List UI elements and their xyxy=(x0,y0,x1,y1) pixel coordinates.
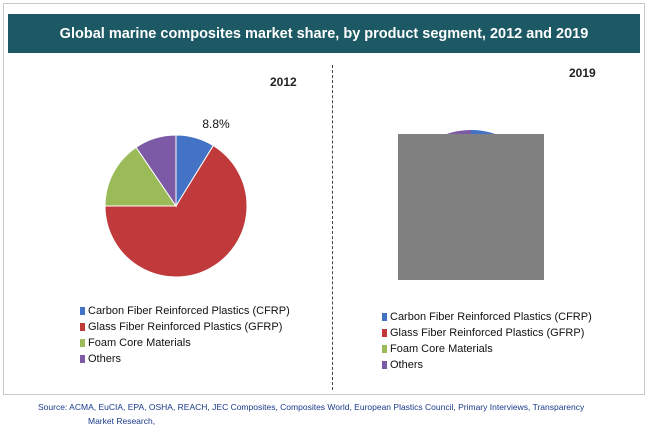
source-note: Source: ACMA, EuCIA, EPA, OSHA, REACH, J… xyxy=(38,400,638,428)
legend-2012: Carbon Fiber Reinforced Plastics (CFRP) G… xyxy=(80,303,290,367)
legend-label: Others xyxy=(390,359,424,371)
legend-swatch xyxy=(80,323,85,331)
legend-swatch xyxy=(382,329,387,337)
legend-label: Foam Core Materials xyxy=(390,343,493,355)
pie-slice-0-3 xyxy=(135,134,177,208)
pie-slice-0-1 xyxy=(104,144,248,278)
legend-item-2012-3: Others xyxy=(80,351,290,367)
title-bar: Global marine composites market share, b… xyxy=(8,14,640,53)
legend-label: Glass Fiber Reinforced Plastics (GFRP) xyxy=(390,327,585,339)
pie-slice-0-2 xyxy=(104,146,177,207)
legend-item-2019-0: Carbon Fiber Reinforced Plastics (CFRP) xyxy=(382,309,592,325)
chart-title: Global marine composites market share, b… xyxy=(59,25,589,42)
legend-2019: Carbon Fiber Reinforced Plastics (CFRP) G… xyxy=(382,309,592,373)
legend-swatch xyxy=(382,345,387,353)
legend-label: Carbon Fiber Reinforced Plastics (CFRP) xyxy=(88,305,290,317)
legend-label: Others xyxy=(88,353,122,365)
year-label-2019: 2019 xyxy=(569,66,596,80)
legend-swatch xyxy=(80,355,85,363)
panel-divider xyxy=(332,65,333,390)
legend-item-2012-1: Glass Fiber Reinforced Plastics (GFRP) xyxy=(80,319,290,335)
legend-swatch xyxy=(382,361,387,369)
legend-swatch xyxy=(80,307,85,315)
data-label-cfrp-2012: 8.8% xyxy=(202,117,230,131)
source-line-1: Source: ACMA, EuCIA, EPA, OSHA, REACH, J… xyxy=(38,402,585,412)
legend-item-2012-0: Carbon Fiber Reinforced Plastics (CFRP) xyxy=(80,303,290,319)
legend-item-2019-2: Foam Core Materials xyxy=(382,341,592,357)
year-label-2012: 2012 xyxy=(270,75,297,89)
legend-label: Carbon Fiber Reinforced Plastics (CFRP) xyxy=(390,311,592,323)
legend-swatch xyxy=(382,313,387,321)
legend-item-2019-3: Others xyxy=(382,357,592,373)
legend-label: Glass Fiber Reinforced Plastics (GFRP) xyxy=(88,321,283,333)
source-line-2: Market Research, xyxy=(88,416,156,426)
legend-item-2019-1: Glass Fiber Reinforced Plastics (GFRP) xyxy=(382,325,592,341)
legend-item-2012-2: Foam Core Materials xyxy=(80,335,290,351)
legend-swatch xyxy=(80,339,85,347)
legend-label: Foam Core Materials xyxy=(88,337,191,349)
obscuring-gray-box xyxy=(398,134,544,280)
